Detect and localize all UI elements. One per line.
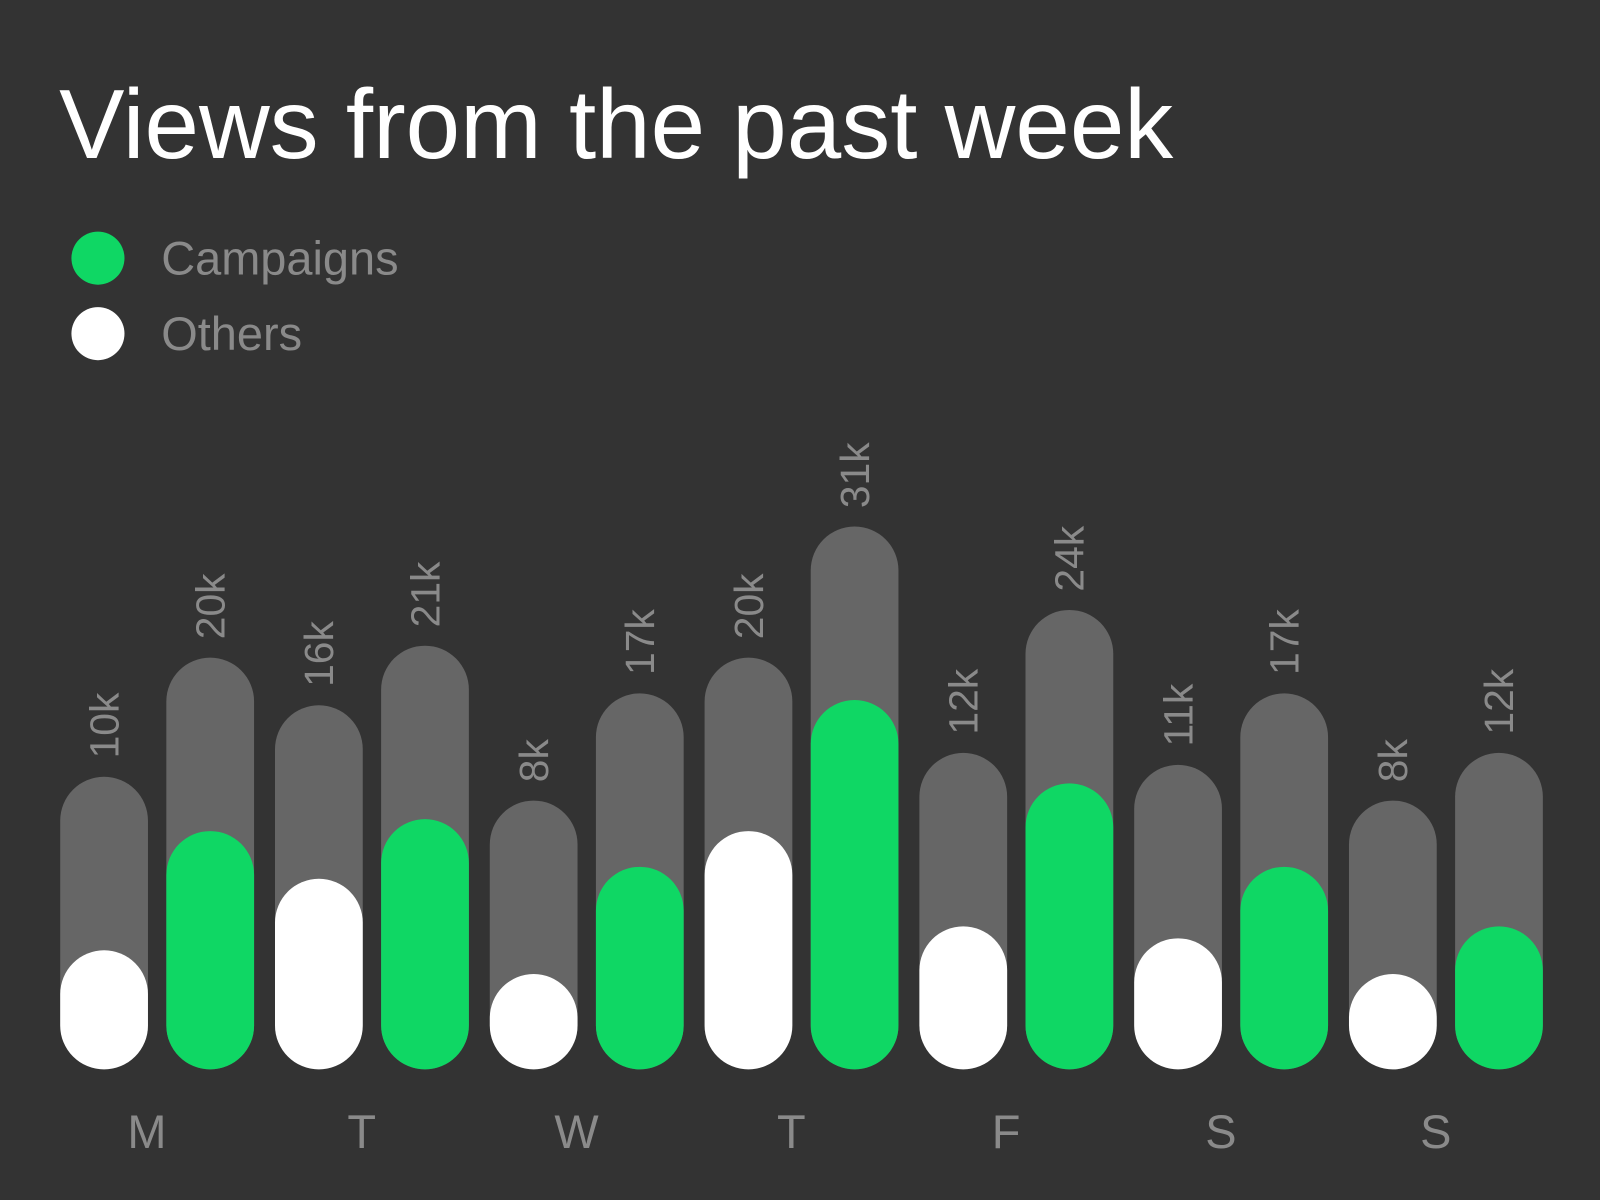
- x-tick-label: M: [127, 1106, 166, 1158]
- bar: [275, 878, 363, 1070]
- value-label: 31k: [832, 442, 878, 508]
- bar: [1134, 938, 1222, 1070]
- bar: [810, 700, 899, 1070]
- bar: [595, 866, 684, 1070]
- bar: [919, 926, 1008, 1070]
- x-tick-label: T: [347, 1106, 376, 1158]
- bar: [1348, 974, 1437, 1070]
- bar: [1240, 866, 1329, 1070]
- value-label: 21k: [402, 561, 448, 627]
- value-label: 8k: [511, 739, 557, 783]
- value-label: 11k: [1155, 683, 1201, 746]
- legend-swatch: [71, 231, 125, 285]
- value-label: 20k: [187, 573, 233, 639]
- bar: [1455, 926, 1543, 1070]
- value-label: 8k: [1370, 739, 1416, 783]
- x-tick-label: W: [554, 1106, 599, 1158]
- x-tick-label: T: [777, 1106, 806, 1158]
- legend-label: Others: [161, 308, 302, 360]
- bar: [166, 831, 255, 1070]
- value-label: 12k: [1476, 668, 1522, 734]
- value-label: 12k: [941, 668, 987, 734]
- value-label: 17k: [1261, 609, 1307, 675]
- value-label: 16k: [296, 621, 342, 687]
- bar: [381, 819, 469, 1070]
- bar: [489, 974, 578, 1070]
- legend-swatch: [71, 307, 125, 361]
- x-tick-label: S: [1205, 1106, 1236, 1158]
- x-tick-label: S: [1420, 1106, 1451, 1158]
- bar: [704, 831, 793, 1070]
- legend-label: Campaigns: [161, 232, 398, 284]
- x-tick-label: F: [992, 1106, 1021, 1158]
- bar: [60, 950, 148, 1070]
- value-label: 10k: [81, 692, 127, 758]
- chart-title: Views from the past week: [59, 69, 1174, 179]
- value-label: 17k: [617, 609, 663, 675]
- value-label: 20k: [726, 573, 772, 639]
- value-label: 24k: [1047, 525, 1093, 591]
- bar: [1025, 783, 1114, 1070]
